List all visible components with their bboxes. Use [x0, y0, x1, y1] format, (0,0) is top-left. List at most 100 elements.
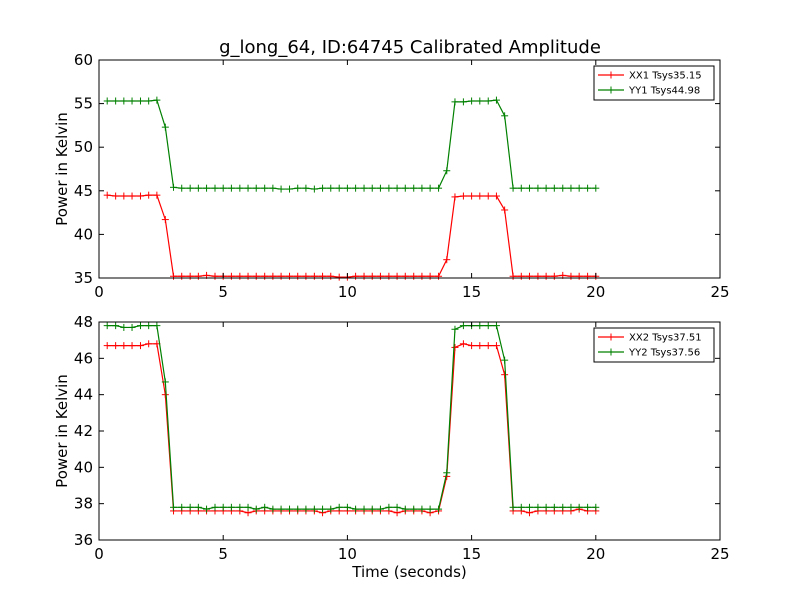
- bottom-series-2-point: [385, 503, 393, 511]
- bottom-y-tick-label: 44: [74, 386, 93, 404]
- bottom-legend-entry-2: YY2 Tsys37.56: [598, 348, 700, 359]
- bottom-series-2-point: [343, 503, 351, 511]
- top-legend-label: XX1 Tsys35.15: [629, 71, 702, 82]
- bottom-series-2-point: [170, 503, 178, 511]
- top-series-2-point: [592, 184, 600, 192]
- bottom-y-tick-label: 36: [74, 531, 93, 549]
- top-series-1-point: [575, 272, 583, 280]
- top-series-2-point: [194, 184, 202, 192]
- bottom-series-2-point: [286, 505, 294, 513]
- top-series-2-point: [136, 97, 144, 105]
- top-series-2-point: [509, 184, 517, 192]
- bottom-series-2-point: [203, 505, 211, 513]
- top-series-1-point: [393, 272, 401, 280]
- top-series-1-point: [161, 216, 169, 224]
- top-series-1-point: [476, 192, 484, 200]
- top-series-1-point: [550, 272, 558, 280]
- top-series-1-point: [542, 272, 550, 280]
- top-y-tick-label: 60: [74, 51, 93, 69]
- top-series-1-point: [286, 272, 294, 280]
- bottom-series-2-point: [227, 503, 235, 511]
- bottom-y-tick-label: 42: [74, 422, 93, 440]
- top-series-2-point: [261, 184, 269, 192]
- top-series-2-point: [443, 167, 451, 175]
- bottom-series-2-point: [128, 323, 136, 331]
- top-series-1-point: [567, 272, 575, 280]
- top-series-1-point: [310, 272, 318, 280]
- bottom-series-2-point: [335, 503, 343, 511]
- top-x-tick-label: 10: [338, 283, 357, 301]
- top-series-1-point: [468, 192, 476, 200]
- top-series-2-point: [319, 184, 327, 192]
- bottom-series-1-point: [145, 340, 153, 348]
- top-series-2-point: [393, 184, 401, 192]
- bottom-series-2-point: [310, 505, 318, 513]
- top-series-2-point: [501, 112, 509, 120]
- bottom-series-2-point: [103, 322, 111, 330]
- bottom-series-2-point: [484, 322, 492, 330]
- bottom-series-2-point: [219, 503, 227, 511]
- top-y-tick-label: 45: [74, 182, 93, 200]
- bottom-legend-entry-1: XX2 Tsys37.51: [598, 333, 702, 344]
- top-series-2-point: [286, 185, 294, 193]
- top-series-2-point: [219, 184, 227, 192]
- top-y-tick-label: 40: [74, 225, 93, 243]
- top-series-2-point: [401, 184, 409, 192]
- top-series-1-point: [426, 272, 434, 280]
- bottom-x-tick-label: 0: [94, 545, 104, 563]
- bottom-legend: XX2 Tsys37.51 YY2 Tsys37.56: [593, 327, 715, 363]
- bottom-series-2-point: [352, 505, 360, 513]
- bottom-series-2-point: [592, 503, 600, 511]
- top-series-1-point: [418, 272, 426, 280]
- top-series-2-point: [112, 97, 120, 105]
- bottom-series-2-point: [120, 323, 128, 331]
- top-axes-frame: [98, 59, 721, 279]
- top-series-1-point: [525, 272, 533, 280]
- top-series-2-point: [244, 184, 252, 192]
- top-series-2-point: [145, 97, 153, 105]
- top-series-1-point: [170, 272, 178, 280]
- top-series-2-point: [476, 97, 484, 105]
- bottom-x-tick-label: 25: [710, 545, 729, 563]
- bottom-series-2-point: [443, 469, 451, 477]
- top-series-2-point: [550, 184, 558, 192]
- top-series-2-point: [385, 184, 393, 192]
- bottom-legend-label: XX2 Tsys37.51: [629, 333, 702, 344]
- top-series-2-point: [161, 123, 169, 131]
- top-series-2-point: [575, 184, 583, 192]
- top-series-2-point: [542, 184, 550, 192]
- top-series-2-point: [451, 98, 459, 106]
- top-series-2: [103, 96, 600, 193]
- top-series-2-point: [343, 184, 351, 192]
- bottom-series-2-point: [136, 322, 144, 330]
- top-legend: XX1 Tsys35.15 YY1 Tsys44.98: [593, 65, 715, 101]
- top-series-1-point: [236, 272, 244, 280]
- bottom-series-2-point: [476, 322, 484, 330]
- bottom-series-2-point: [178, 503, 186, 511]
- top-series-2-point: [277, 185, 285, 193]
- top-series-1-point: [277, 272, 285, 280]
- top-series-1-point: [435, 272, 443, 280]
- top-series-2-point: [376, 184, 384, 192]
- top-series-1-point: [103, 191, 111, 199]
- top-series-2-point: [170, 183, 178, 191]
- top-series-1-point: [360, 272, 368, 280]
- bottom-legend-label: YY2 Tsys37.56: [628, 348, 700, 359]
- top-series-2-point: [120, 97, 128, 105]
- bottom-x-tick-label: 15: [462, 545, 481, 563]
- top-series-2-point: [435, 184, 443, 192]
- top-series-1-point: [492, 192, 500, 200]
- top-series-1-point: [136, 192, 144, 200]
- top-series-1-point: [451, 193, 459, 201]
- bottom-series-2-point: [360, 505, 368, 513]
- top-series-1-point: [584, 272, 592, 280]
- bottom-series-1-point: [112, 342, 120, 350]
- bottom-series-2-point: [559, 503, 567, 511]
- top-series-1-point: [112, 192, 120, 200]
- top-panel: 0 5 10 15 20 25 35 40 45 50 55 60 Power in Kelvin XX1…: [53, 51, 730, 301]
- bottom-series-2: [103, 322, 600, 513]
- bottom-series-2-point: [542, 503, 550, 511]
- top-series-1-point: [261, 272, 269, 280]
- bottom-series-2-point: [451, 325, 459, 333]
